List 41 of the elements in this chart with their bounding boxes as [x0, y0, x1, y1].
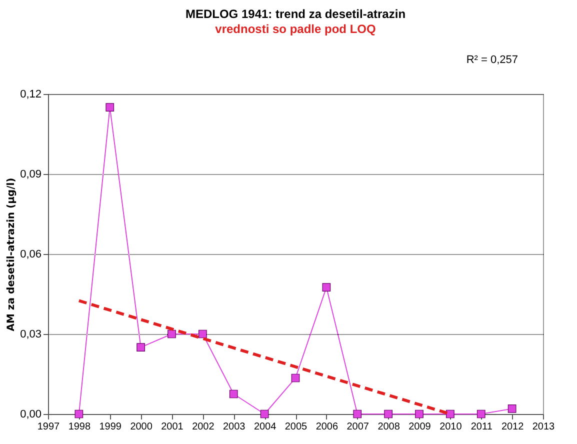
point	[384, 410, 392, 418]
x-tick-label: 2013	[532, 422, 556, 432]
point	[415, 410, 424, 418]
x-tick-label: 1998	[68, 422, 91, 432]
y-tick-label: 0,06	[20, 248, 42, 260]
x-tick-label: 2004	[254, 422, 277, 432]
point	[508, 404, 516, 413]
x-tick-label: 1999	[99, 422, 122, 432]
chart-title: MEDLOG 1941: trend za desetil-atrazin	[185, 7, 406, 21]
y-tick-label: 0,12	[20, 88, 42, 100]
point	[446, 410, 454, 418]
x-tick-label: 2002	[192, 422, 215, 432]
point	[476, 410, 486, 418]
y-axis-title: AM za desetil-atrazin (µg/l)	[6, 178, 18, 332]
y-tick-label: 0,00	[20, 408, 42, 420]
x-tick-label: 2006	[316, 422, 338, 432]
point	[198, 330, 207, 338]
x-tick-label: 2007	[346, 422, 370, 432]
point	[291, 374, 300, 382]
point	[74, 410, 84, 418]
x-tick-label: 2009	[408, 422, 432, 432]
x-tick-label: 1997	[37, 422, 60, 432]
point	[106, 103, 114, 112]
x-tick-label: 2010	[440, 422, 462, 432]
point	[260, 410, 269, 418]
chart-subtitle: vrednosti so padle pod LOQ	[215, 22, 376, 36]
point	[353, 410, 362, 418]
y-tick-label: 0,03	[20, 328, 42, 340]
x-tick-label: 2003	[223, 422, 246, 432]
point	[136, 343, 145, 352]
x-tick-label: 2011	[470, 422, 493, 432]
text: R² = 0,257	[466, 54, 518, 66]
y-tick-label: 0,09	[20, 168, 42, 180]
point	[229, 390, 238, 398]
x-tick-label: 2008	[378, 422, 400, 432]
x-tick-label: 2000	[130, 422, 153, 432]
point	[168, 330, 176, 338]
x-tick-label: 2012	[501, 422, 524, 432]
point	[322, 283, 331, 292]
x-tick-label: 2001	[161, 422, 184, 432]
x-tick-label: 2005	[284, 422, 308, 432]
